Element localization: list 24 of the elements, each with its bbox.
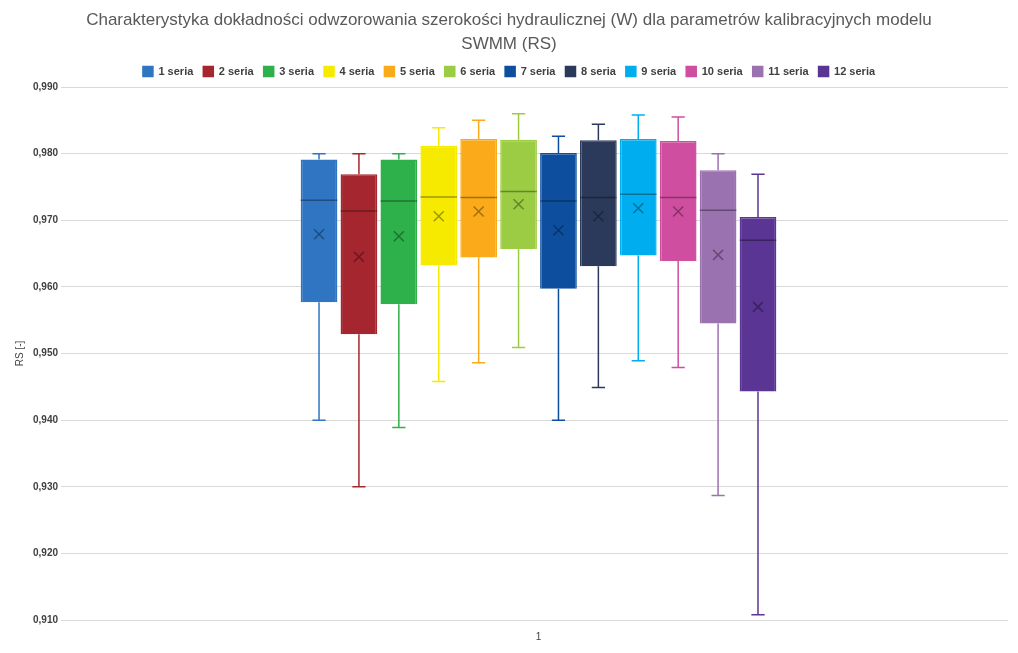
y-tick-label: 0,950 [32, 347, 59, 359]
y-tick-label: 0,930 [32, 480, 59, 492]
legend-label: 4 seria [339, 64, 376, 77]
x-tick-label: 1 [535, 630, 542, 642]
legend-label: 1 seria [158, 64, 195, 77]
legend-label: 8 seria [580, 64, 617, 77]
y-axis-title: RS [-] [13, 340, 25, 367]
y-tick-label: 0,960 [32, 280, 59, 292]
y-tick-label: 0,980 [32, 147, 59, 159]
legend-label: 12 seria [834, 64, 876, 77]
legend-label: 11 seria [768, 64, 810, 77]
legend-label: 9 seria [641, 64, 678, 77]
legend-label: 7 seria [520, 64, 557, 77]
legend-label: 2 seria [218, 64, 255, 77]
y-tick-label: 0,940 [32, 413, 59, 425]
y-tick-label: 0,990 [32, 80, 59, 92]
legend-label: 6 seria [460, 64, 497, 77]
legend-label: 10 seria [701, 64, 744, 77]
y-tick-label: 0,910 [32, 613, 59, 625]
y-tick-label: 0,920 [32, 547, 59, 559]
legend-label: 3 seria [279, 64, 315, 77]
legend-label: 5 seria [399, 64, 436, 77]
y-tick-label: 0,970 [32, 214, 59, 225]
chart-title: Charakterystyka dokładności odwzorowania szerokości hydraulicznej (W) dla parametrów kalibracyjnych modelu SWMM (RS) [85, 9, 933, 55]
